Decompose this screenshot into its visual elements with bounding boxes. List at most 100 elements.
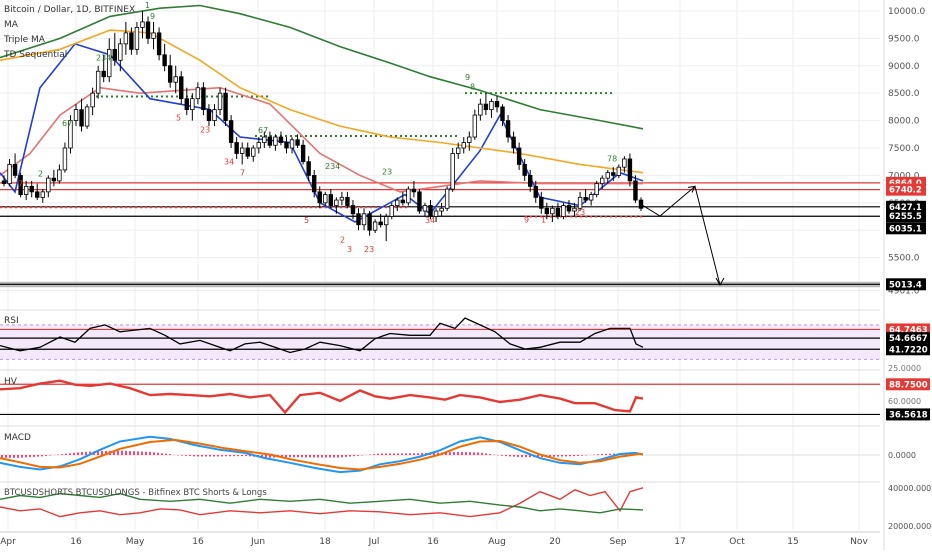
candle-body (572, 207, 577, 212)
price-label-box (886, 200, 926, 213)
y-tick-label: 7500.0 (888, 144, 920, 154)
candle-body (372, 221, 378, 231)
candle-body (167, 65, 173, 83)
candle-body (345, 196, 350, 206)
td-sequential-count: 2 (340, 235, 345, 244)
hv-line (0, 379, 644, 415)
x-tick-label: May (126, 537, 145, 547)
candle-body (162, 54, 167, 67)
candle-body (389, 205, 394, 217)
triple-ma-line-ma3 (0, 4, 644, 130)
candle-body (184, 98, 189, 111)
x-tick-label: 20 (549, 537, 561, 547)
candle-body (217, 92, 223, 111)
price-label-box (886, 278, 926, 291)
candle-body (428, 205, 433, 217)
price-label-text: 6740.2 (889, 186, 922, 196)
candle-body (101, 70, 106, 78)
y-tick-label: 5500.0 (888, 254, 920, 264)
candle-body (73, 109, 79, 121)
candle-body (539, 196, 544, 209)
td-sequential-count: 5 (176, 114, 181, 123)
x-tick-label: 18 (319, 537, 331, 547)
candle-body (289, 139, 295, 149)
projection-path (642, 185, 721, 286)
macd-axis-label: 0.0000 (888, 451, 916, 460)
td-sequential-count: 3 (347, 245, 352, 254)
td-sequential-count: 9 (465, 73, 470, 82)
x-tick-label: Sep (610, 537, 627, 547)
candle-body (151, 32, 156, 39)
td-sequential-count: 67 (258, 126, 268, 135)
candle-body (206, 109, 212, 121)
td-sequential-count: 67 (62, 119, 72, 128)
td-sequential-count: 5 (304, 216, 309, 225)
candle-body (190, 98, 195, 111)
rsi-level-label: 64.7463 (889, 325, 928, 335)
candle-body (439, 207, 444, 212)
candle-body (123, 32, 129, 45)
td-sequential-count: 234 (325, 162, 340, 171)
candle-body (223, 92, 228, 121)
candle-body (90, 92, 95, 108)
candle-body (306, 161, 311, 176)
candle-body (550, 207, 555, 215)
candle-body (472, 114, 478, 138)
candle-body (118, 43, 123, 61)
projection-arrowhead (687, 185, 696, 193)
candle-body (23, 185, 29, 195)
rsi-level-box (886, 343, 930, 356)
candle-body (57, 169, 62, 182)
x-tick-label: Jul (368, 537, 380, 547)
candle-body (107, 48, 112, 78)
x-tick-label: 17 (674, 537, 685, 547)
y-tick-label: 8000.0 (888, 117, 920, 127)
candle-body (173, 76, 178, 83)
y-tick-label: 4901.0 (888, 286, 920, 296)
candle-body (483, 103, 489, 111)
td-sequential-count: 7 (240, 168, 245, 177)
candle-body (35, 191, 40, 198)
candle-body (212, 109, 217, 121)
price-label-text: 6035.1 (889, 224, 922, 234)
candle-body (444, 188, 450, 209)
candle-body (311, 175, 317, 193)
td-sequential-count: 1 (145, 1, 150, 10)
candle-body (433, 210, 439, 217)
candle-body (323, 194, 328, 204)
hv-level-label: 88.7500 (889, 380, 928, 390)
candle-body (611, 172, 616, 176)
candle-body (273, 136, 278, 146)
candle-body (62, 147, 68, 171)
candle-body (278, 136, 284, 143)
candle-body (134, 27, 140, 50)
macd-line-signal (0, 438, 644, 471)
hv-axis-label: 60.0000 (888, 397, 921, 406)
rsi-level-label: 41.7220 (889, 345, 928, 355)
candle-body (300, 144, 306, 163)
candle-body (395, 199, 400, 206)
candle-body (605, 172, 610, 179)
candle-body (450, 153, 455, 190)
candle-body (422, 205, 428, 212)
candle-body (295, 139, 300, 146)
candle-body (461, 142, 466, 149)
price-label-box (886, 183, 926, 196)
td-sequential-count: 23 (575, 208, 585, 217)
price-label-text: 6427.1 (889, 203, 922, 213)
td-sequential-count: 9 (524, 216, 529, 225)
td-sequential-count: 34 (425, 216, 435, 225)
candle-body (583, 196, 588, 201)
candle-body (195, 87, 201, 100)
candle-body (638, 199, 644, 209)
legend-entry: MA (4, 20, 19, 30)
td-sequential-count: 9 (150, 12, 155, 21)
rsi-axis-label: 25.0000 (888, 364, 921, 373)
td-sequential-count: 234 (96, 53, 111, 62)
candle-body (633, 180, 638, 201)
candle-body (46, 177, 51, 193)
y-tick-label: 9500.0 (888, 34, 920, 44)
